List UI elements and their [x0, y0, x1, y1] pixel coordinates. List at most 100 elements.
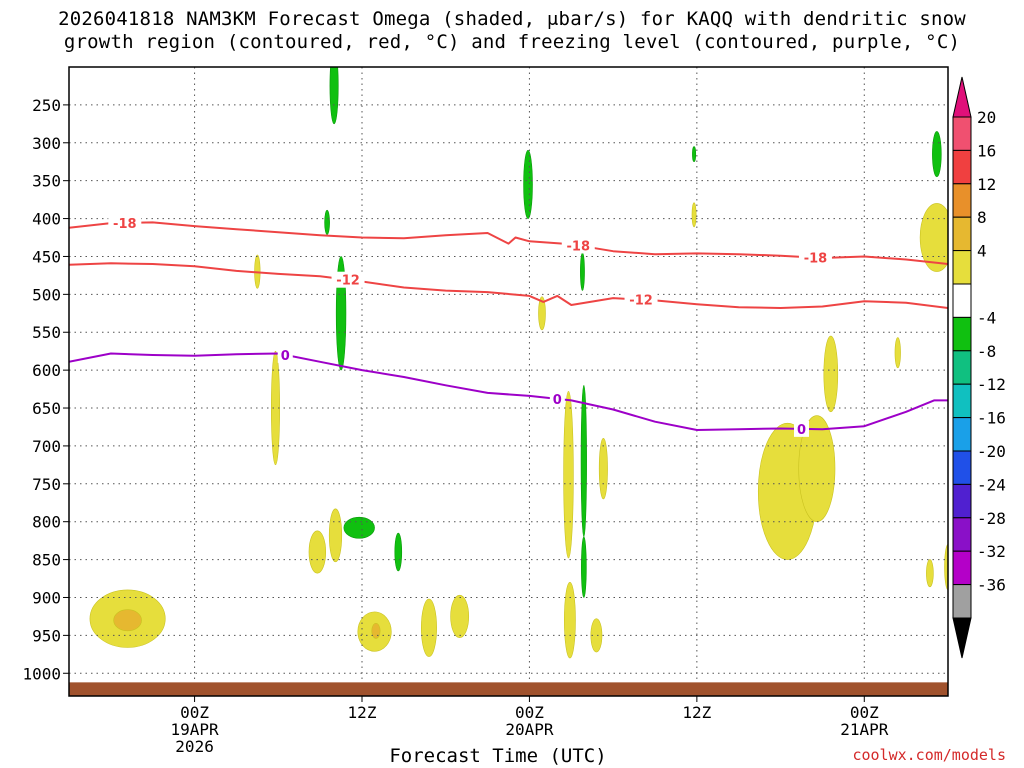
- upward-motion-region-0: [329, 67, 339, 125]
- subsidence-region-15: [271, 350, 280, 466]
- y-tick-label-300: 300: [32, 134, 61, 153]
- y-tick-label-900: 900: [32, 588, 61, 607]
- subsidence-region-12: [691, 202, 697, 228]
- contour-label-freezing_level-0: 0: [281, 349, 290, 364]
- x-tick-label-h54-1: 21APR: [840, 720, 889, 739]
- y-tick-label-800: 800: [32, 513, 61, 532]
- colorbar-segment-2: [952, 183, 972, 218]
- x-tick-label-h6-2: 2026: [175, 737, 214, 756]
- y-tick-label-600: 600: [32, 361, 61, 380]
- chart-title-line-2: growth region (contoured, red, °C) and f…: [63, 31, 961, 53]
- colorbar-segment-12: [952, 517, 972, 552]
- ground-band: [69, 682, 948, 696]
- colorbar-label-1: 16: [977, 141, 996, 160]
- omega-shading: [89, 67, 948, 659]
- x-tick-label-h54-0: 00Z: [850, 703, 879, 722]
- contour-label-dgz_-18-2: -18: [804, 252, 828, 267]
- y-tick-label-450: 450: [32, 247, 61, 266]
- ground-layer: [69, 682, 948, 696]
- contour-label-bg-freezing_level-0: [277, 346, 293, 363]
- colorbar-label-12: -32: [977, 542, 1006, 561]
- y-tick-label-650: 650: [32, 399, 61, 418]
- contour-label-bg-dgz_-12-0: [331, 271, 365, 288]
- colorbar-label-9: -20: [977, 442, 1006, 461]
- y-tick-label-850: 850: [32, 551, 61, 570]
- subsidence-region-20: [823, 335, 839, 413]
- y-tick-label-400: 400: [32, 210, 61, 229]
- contour-freezing_level: [69, 352, 948, 431]
- colorbar-segment-4: [952, 250, 972, 285]
- subsidence-region-14: [538, 296, 546, 331]
- colorbar-label-13: -36: [977, 576, 1006, 595]
- contour-label-dgz_-18-0: -18: [113, 217, 137, 232]
- x-tick-label-h6-0: 00Z: [180, 703, 209, 722]
- colorbar-segment-6: [952, 316, 972, 352]
- colorbar-segment-7: [952, 350, 972, 385]
- contour-label-bg-dgz_-18-2: [798, 249, 832, 266]
- y-tick-label-950: 950: [32, 626, 61, 645]
- colorbar-label-7: -12: [977, 375, 1006, 394]
- subsidence-region-16: [563, 391, 574, 559]
- upward-motion-region-10: [581, 536, 587, 598]
- contour-dgz_-12: [69, 262, 948, 309]
- colorbar-segment-5: [952, 283, 972, 318]
- y-tick-label-500: 500: [32, 285, 61, 304]
- subsidence-region-17: [564, 582, 576, 659]
- upward-motion-region-4: [692, 146, 697, 163]
- colorbar-label-11: -28: [977, 509, 1006, 528]
- x-tick-label-h42-0: 12Z: [682, 703, 711, 722]
- colorbar-label-5: -4: [977, 308, 996, 327]
- colorbar-label-8: -16: [977, 409, 1006, 428]
- pressure-axis-labels: 250 300 350 400 450 500 550 600 650 700 750 800 850 9…: [22, 96, 69, 683]
- subsidence-region-28: [450, 594, 470, 638]
- colorbar-label-6: -8: [977, 342, 996, 361]
- subsidence-region-25: [308, 530, 327, 574]
- colorbar-label-2: 12: [977, 175, 996, 194]
- contour-label-bg-dgz_-12-1: [624, 291, 658, 308]
- plot-frame: [68, 66, 949, 697]
- colorbar-label-4: 4: [977, 242, 987, 261]
- y-tick-label-750: 750: [32, 475, 61, 494]
- contour-label-freezing_level-1: 0: [553, 393, 562, 408]
- colorbar-segment-11: [952, 483, 972, 519]
- subsidence-region-19: [590, 618, 603, 653]
- colorbar-bottom-arrow: [952, 617, 972, 659]
- gridlines: [69, 67, 948, 696]
- subsidence-region-27: [420, 598, 437, 657]
- colorbar-segment-9: [952, 417, 972, 452]
- subsidence-region-32: [113, 609, 142, 632]
- colorbar-segment-3: [952, 216, 972, 252]
- subsidence-region-23: [798, 415, 836, 522]
- chart-title-line-1: 2026041818 NAM3KM Forecast Omega (shaded…: [58, 8, 966, 30]
- colorbar-label-0: 20: [977, 108, 996, 127]
- contour-label-bg-dgz_-18-1: [561, 237, 595, 254]
- subsidence-region-33: [371, 622, 381, 639]
- contour-label-bg-freezing_level-2: [794, 420, 809, 437]
- colorbar-segment-13: [952, 550, 972, 586]
- colorbar-top-arrow: [952, 76, 972, 118]
- contour-label-bg-freezing_level-1: [549, 390, 565, 407]
- y-tick-label-700: 700: [32, 437, 61, 456]
- y-tick-label-1000: 1000: [22, 664, 61, 683]
- contour-lines: -18 -18 -18 -12 -12 0 0 0: [69, 214, 948, 438]
- y-tick-label-350: 350: [32, 172, 61, 191]
- x-tick-label-h30-0: 00Z: [515, 703, 544, 722]
- y-tick-label-550: 550: [32, 323, 61, 342]
- x-tick-label-h30-1: 20APR: [505, 720, 554, 739]
- colorbar-segment-0: [952, 116, 972, 151]
- subsidence-region-18: [598, 438, 608, 500]
- subsidence-region-21: [894, 337, 901, 369]
- upward-motion-region-7: [343, 516, 375, 539]
- upward-motion-region-3: [523, 150, 533, 219]
- colorbar-label-3: 8: [977, 208, 987, 227]
- contour-label-dgz_-18-1: -18: [567, 239, 591, 254]
- contour-label-freezing_level-2: 0: [797, 423, 806, 438]
- contour-label-dgz_-12-0: -12: [336, 274, 360, 289]
- contour-dgz_-18: [69, 221, 948, 265]
- x-tick-label-h6-1: 19APR: [170, 720, 219, 739]
- x-axis-title: Forecast Time (UTC): [389, 745, 607, 767]
- colorbar-label-10: -24: [977, 475, 1006, 494]
- colorbar-segment-10: [952, 450, 972, 485]
